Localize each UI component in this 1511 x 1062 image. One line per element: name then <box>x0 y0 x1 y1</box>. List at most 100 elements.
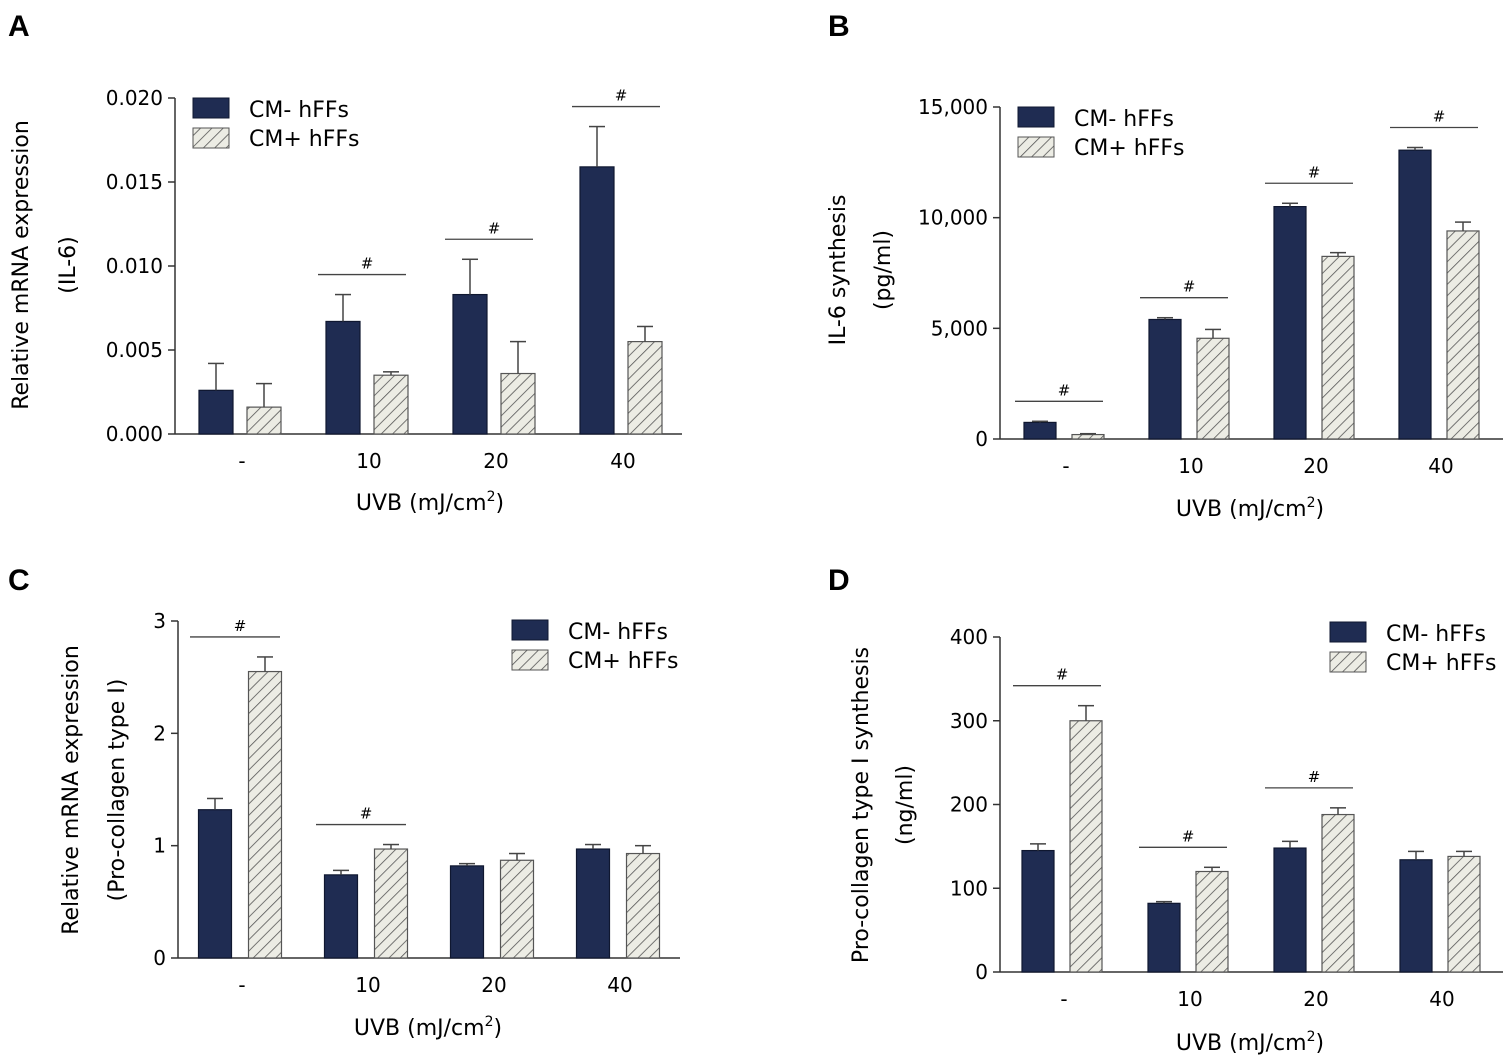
bar-cm-plus <box>500 372 536 435</box>
bar-cm-plus <box>499 859 535 959</box>
legend-label-hatched: CM+ hFFs <box>1074 136 1184 161</box>
x-axis-label: UVB (mJ/cm2) <box>1176 1029 1324 1056</box>
y-tick-label: 2 <box>153 721 166 745</box>
x-tick-label: 10 <box>356 449 381 473</box>
y-tick-label: 5,000 <box>931 316 988 340</box>
significance-mark: # <box>1183 278 1196 296</box>
bar-cm-plus <box>1195 870 1229 973</box>
bar-cm-minus <box>323 874 359 959</box>
bar-cm-minus <box>1398 149 1432 440</box>
bar-cm-plus <box>1447 855 1481 973</box>
bar-cm-minus <box>1023 421 1057 440</box>
legend: CM- hFFs CM+ hFFs <box>1329 621 1496 676</box>
x-tick-label: 40 <box>607 973 632 997</box>
significance-mark: # <box>1182 827 1195 845</box>
x-tick-label: 40 <box>1429 987 1454 1011</box>
panel-label: B <box>828 10 850 43</box>
bar-cm-minus <box>579 166 615 435</box>
x-tick-label: 20 <box>1303 454 1328 478</box>
bar-cm-plus <box>373 848 409 959</box>
legend-label-dark: CM- hFFs <box>1074 107 1174 132</box>
legend-swatch-dark <box>1329 621 1367 643</box>
bar-cm-minus <box>1147 902 1181 973</box>
legend-swatch-dark <box>192 97 230 119</box>
bar-cm-minus <box>1273 847 1307 973</box>
y-axis-label: Relative mRNA expression <box>9 120 34 410</box>
y-axis-label: IL-6 synthesis <box>826 195 851 346</box>
legend-label-hatched: CM+ hFFs <box>249 127 359 152</box>
x-tick-label: - <box>1060 987 1067 1011</box>
legend-swatch-dark <box>1017 106 1055 128</box>
significance-mark: # <box>1433 108 1446 126</box>
panel-label: D <box>828 564 850 597</box>
bar-cm-plus <box>373 374 409 435</box>
x-tick-label: 40 <box>1428 454 1453 478</box>
panel-label: A <box>8 10 30 43</box>
bar-cm-minus <box>1021 849 1055 973</box>
bar-cm-minus <box>449 865 485 959</box>
y-tick-label: 0.015 <box>106 170 163 194</box>
y-tick-label: 10,000 <box>918 206 988 230</box>
x-tick-label: 10 <box>1178 454 1203 478</box>
significance-mark: # <box>1308 163 1321 181</box>
y-axis-label: Relative mRNA expression <box>59 645 84 935</box>
panel-c: C 0 1 2 3 Relative mRNA expression (Pro-collag… <box>8 564 680 1041</box>
significance-mark: # <box>234 617 247 635</box>
x-tick-label: 20 <box>483 449 508 473</box>
legend: CM- hFFs CM+ hFFs <box>511 619 678 674</box>
y-axis-unit-label: (IL-6) <box>56 236 81 293</box>
legend-label-hatched: CM+ hFFs <box>568 649 678 674</box>
y-axis-label: Pro-collagen type I synthesis <box>849 647 874 963</box>
y-tick-label: 0.020 <box>106 86 163 110</box>
bar-cm-minus <box>1399 859 1433 973</box>
y-tick-label: 3 <box>153 609 166 633</box>
y-tick-label: 200 <box>950 793 988 817</box>
x-tick-label: 20 <box>1303 987 1328 1011</box>
bar-cm-plus <box>1321 255 1355 440</box>
x-tick-label: - <box>238 449 245 473</box>
bar-cm-plus <box>627 341 663 435</box>
bar-cm-plus <box>247 670 283 959</box>
significance-mark: # <box>615 87 628 105</box>
bar-cm-minus <box>198 389 234 435</box>
significance-mark: # <box>1058 381 1071 399</box>
y-tick-label: 0 <box>975 427 988 451</box>
bar-cm-minus <box>575 848 611 959</box>
bar-cm-plus <box>625 852 661 959</box>
legend: CM- hFFs CM+ hFFs <box>192 97 359 152</box>
x-tick-label: 40 <box>610 449 635 473</box>
bar-cm-minus <box>325 320 361 435</box>
bar-cm-plus <box>1071 433 1105 440</box>
bar-cm-minus <box>1148 318 1182 440</box>
panel-a: A 0.000 0.005 0.010 0.015 0.020 Relative mRNA … <box>8 10 682 516</box>
legend-label-dark: CM- hFFs <box>568 620 668 645</box>
bar-cm-plus <box>1321 813 1355 973</box>
bar-cm-plus <box>246 406 282 435</box>
y-tick-label: 400 <box>950 625 988 649</box>
y-axis-unit-label: (Pro-collagen type I) <box>105 679 130 902</box>
legend-swatch-hatched <box>511 649 549 671</box>
y-tick-label: 15,000 <box>918 95 988 119</box>
panel-b: B 0 5,000 10,000 15,000 IL-6 synthesis (pg/ml)… <box>826 10 1503 522</box>
bar-cm-plus <box>1069 720 1103 973</box>
significance-mark: # <box>360 805 373 823</box>
bar-cm-minus <box>452 293 488 435</box>
y-tick-label: 0.000 <box>106 422 163 446</box>
legend-swatch-dark <box>511 619 549 641</box>
y-axis-unit-label: (pg/ml) <box>871 230 896 310</box>
significance-mark: # <box>488 219 501 237</box>
y-tick-label: 1 <box>153 834 166 858</box>
x-axis-label: UVB (mJ/cm2) <box>1176 495 1324 522</box>
bar-cm-plus <box>1446 230 1480 440</box>
legend: CM- hFFs CM+ hFFs <box>1017 106 1184 161</box>
significance-mark: # <box>361 255 374 273</box>
legend-swatch-hatched <box>1329 651 1367 673</box>
legend-label-dark: CM- hFFs <box>249 98 349 123</box>
bar-cm-minus <box>197 809 233 959</box>
legend-label-dark: CM- hFFs <box>1386 622 1486 647</box>
significance-mark: # <box>1056 666 1069 684</box>
panel-d: D 0 100 200 300 400 Pro-collagen type I synthe… <box>828 564 1503 1056</box>
x-axis-label: UVB (mJ/cm2) <box>356 489 504 516</box>
x-tick-label: - <box>238 973 245 997</box>
